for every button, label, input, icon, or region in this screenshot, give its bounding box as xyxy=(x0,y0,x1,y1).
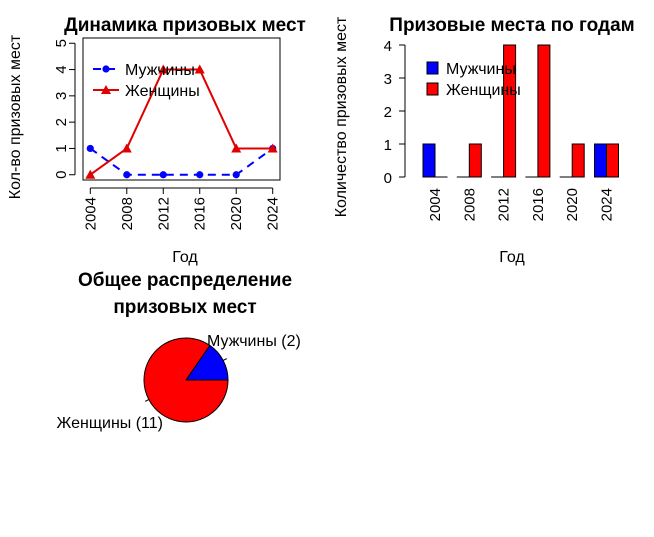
line-chart-y-tick-label: 5 xyxy=(53,39,70,47)
bar-chart-y-tick-label: 2 xyxy=(384,104,392,121)
line-chart-legend-marker xyxy=(102,65,110,73)
pie-chart-title-line-1: Общее распределение xyxy=(78,270,292,291)
bar-chart-legend-swatch xyxy=(426,61,439,75)
bar-chart-ylabel: Количество призовых мест xyxy=(333,16,350,217)
line-chart-point xyxy=(231,143,242,153)
line-chart-point xyxy=(85,169,96,179)
line-chart-series-line xyxy=(89,68,273,176)
bar-chart-bar xyxy=(606,143,619,178)
line-chart-point xyxy=(232,171,240,179)
line-chart-point xyxy=(121,143,132,153)
bar-chart-title: Призовые места по годам xyxy=(389,15,634,36)
bar-chart: Призовые места по годам Год Количество п… xyxy=(333,15,635,266)
line-chart-legend-marker xyxy=(101,85,111,94)
bar-chart-bar xyxy=(503,44,517,178)
line-chart-xlabel: Год xyxy=(172,249,198,266)
bar-chart-legend-swatch xyxy=(426,82,439,96)
line-chart-point xyxy=(158,64,169,74)
line-chart-y-tick-label: 3 xyxy=(53,92,70,100)
bar-chart-y-tick-label: 0 xyxy=(384,170,392,187)
line-chart-point xyxy=(123,171,131,179)
line-chart-point xyxy=(267,143,278,153)
bar-chart-xlabel: Год xyxy=(499,249,525,266)
bar-chart-y-tick-label: 4 xyxy=(384,38,392,55)
bar-chart-x-tick-label: 2020 xyxy=(564,188,581,221)
bar-chart-y-tick-label: 1 xyxy=(384,137,392,154)
bar-chart-bar xyxy=(468,143,482,178)
line-chart-y-tick-label: 2 xyxy=(53,118,70,126)
pie-slice-label: Мужчины (2) xyxy=(207,333,301,350)
pie-slice-label-tick xyxy=(145,399,150,402)
bar-chart-x-tick-label: 2016 xyxy=(530,188,547,221)
line-chart-point xyxy=(194,64,205,74)
bar-chart-legend-label: Мужчины xyxy=(446,61,516,78)
line-chart-y-tick-label: 0 xyxy=(53,171,70,179)
pie-chart: Общее распределение призовых мест Мужчин… xyxy=(57,270,301,432)
line-chart-x-tick-label: 2024 xyxy=(265,197,282,230)
bar-chart-bar xyxy=(571,143,585,178)
line-chart-x-tick-label: 2008 xyxy=(119,197,136,230)
bar-chart-bar xyxy=(537,44,551,178)
line-chart-legend-label: Мужчины xyxy=(125,62,195,79)
line-chart: Динамика призовых мест Год Кол-во призов… xyxy=(7,15,306,266)
line-chart-series-line xyxy=(89,147,274,176)
line-chart-x-tick-label: 2016 xyxy=(192,197,209,230)
bar-chart-bar xyxy=(422,143,436,178)
line-chart-point xyxy=(86,144,94,153)
bar-chart-y-tick-label: 3 xyxy=(384,71,392,88)
line-chart-y-tick-label: 1 xyxy=(53,144,70,152)
bar-chart-x-tick-label: 2012 xyxy=(496,188,513,221)
bar-chart-x-tick-label: 2008 xyxy=(461,188,478,221)
bar-chart-legend-label: Женщины xyxy=(446,82,521,99)
pie-slice-label-tick xyxy=(222,358,227,361)
pie-slice-label: Женщины (11) xyxy=(57,415,163,432)
line-chart-point xyxy=(159,171,167,179)
line-chart-title: Динамика призовых мест xyxy=(64,15,306,36)
bar-chart-bar xyxy=(594,143,607,178)
line-chart-ylabel: Кол-во призовых мест xyxy=(7,34,24,199)
line-chart-y-tick-label: 4 xyxy=(53,65,70,73)
bar-chart-x-tick-label: 2004 xyxy=(427,188,444,221)
line-chart-plot-box xyxy=(82,37,281,181)
line-chart-x-tick-label: 2020 xyxy=(228,197,245,230)
line-chart-legend-label: Женщины xyxy=(125,83,200,100)
line-chart-point xyxy=(196,171,204,179)
line-chart-x-tick-label: 2004 xyxy=(82,197,99,230)
line-chart-x-tick-label: 2012 xyxy=(155,197,172,230)
pie-chart-title-line-2: призовых мест xyxy=(113,297,256,318)
bar-chart-x-tick-label: 2024 xyxy=(599,188,616,221)
